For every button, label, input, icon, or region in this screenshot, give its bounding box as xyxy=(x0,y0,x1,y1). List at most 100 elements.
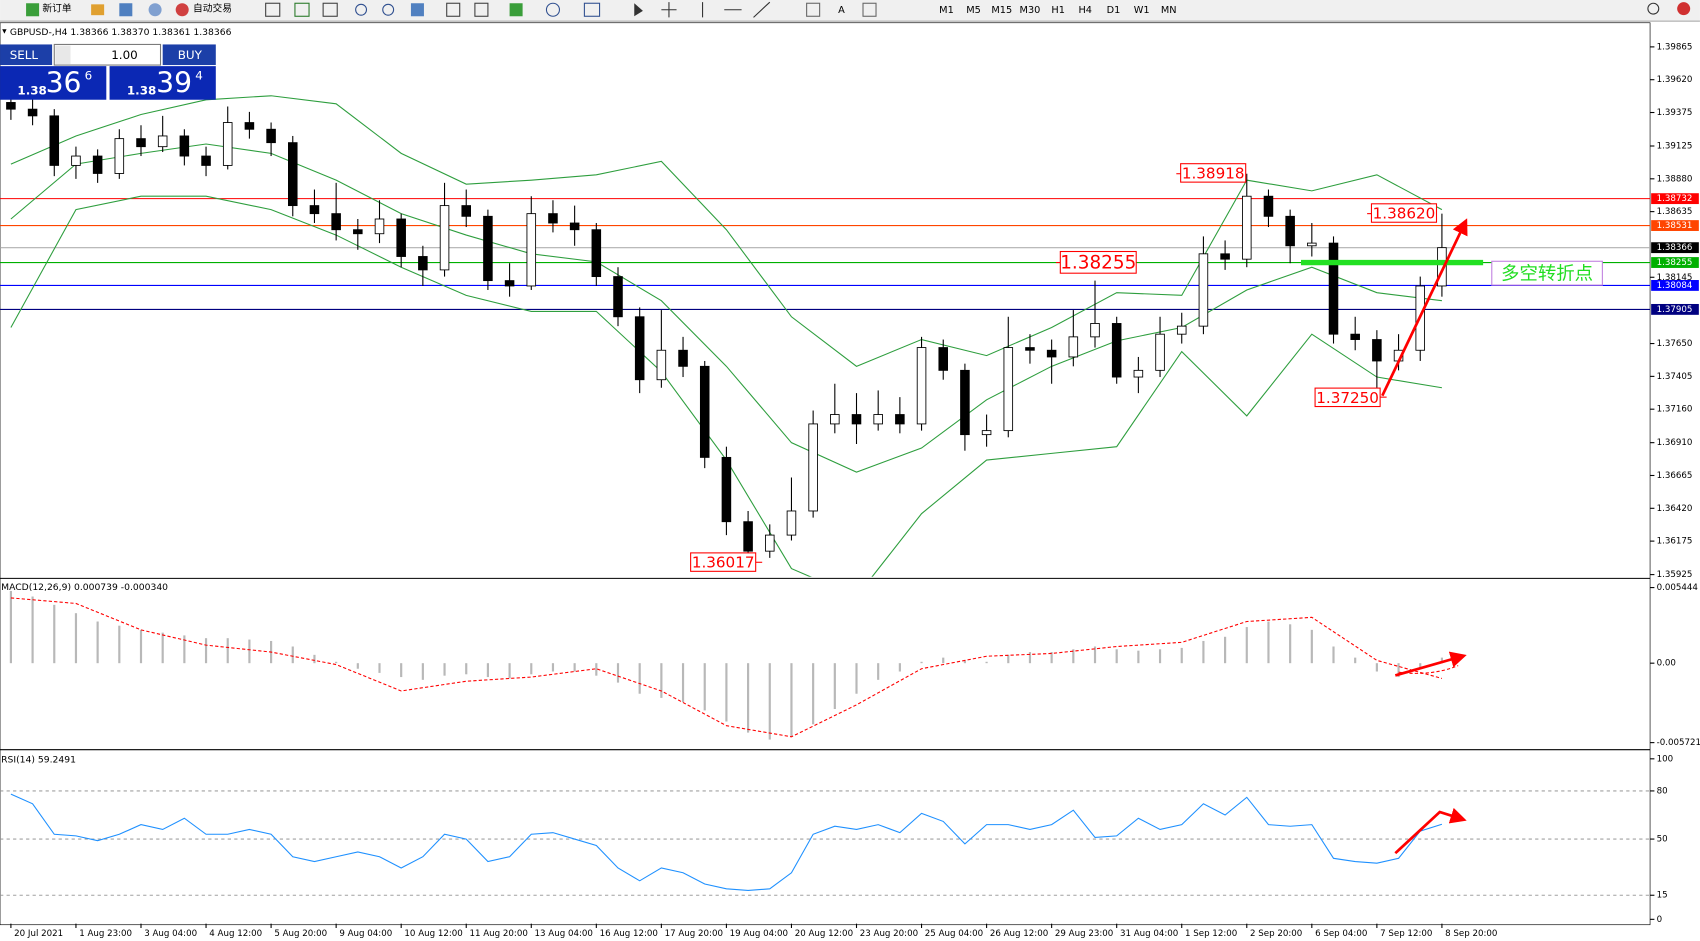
toolbar-icon[interactable] xyxy=(148,3,162,17)
x-tick-label: 11 Aug 20:00 xyxy=(469,929,527,939)
y-tick-label: 1.39125 xyxy=(1657,142,1693,152)
price-level-tag xyxy=(1651,257,1699,268)
macd-bar xyxy=(1332,646,1335,664)
x-tick-label: 3 Aug 04:00 xyxy=(144,929,197,939)
timeframe-button[interactable]: H4 xyxy=(1078,5,1092,16)
toolbar-icon[interactable] xyxy=(446,2,461,17)
cursor-tool[interactable] xyxy=(634,3,643,17)
symbol-header: GBPUSD-,H4 1.38366 1.38370 1.38361 1.383… xyxy=(10,27,232,38)
macd-bar xyxy=(1028,652,1032,664)
macd-bar xyxy=(291,646,294,664)
macd-bar xyxy=(53,604,56,664)
candle-body xyxy=(1046,349,1057,358)
toolbar-icon[interactable] xyxy=(583,2,601,17)
macd-bar xyxy=(1289,624,1292,664)
y-tick-label: 1.36910 xyxy=(1657,438,1693,448)
new-order-button[interactable]: 新订单 xyxy=(42,2,71,15)
macd-bar xyxy=(96,621,99,664)
annotation-label: 1.37250 xyxy=(1316,389,1379,407)
new-order-icon[interactable] xyxy=(26,3,40,17)
y-tick-label: 1.36420 xyxy=(1657,504,1693,514)
macd-bar xyxy=(985,661,988,664)
chart-frame xyxy=(0,22,1651,926)
notification[interactable] xyxy=(1677,2,1691,16)
candle-body xyxy=(721,456,732,523)
macd-bar xyxy=(790,663,793,737)
candle-body xyxy=(222,122,233,166)
timeframe-button[interactable]: M30 xyxy=(1020,5,1041,16)
auto-trading-button[interactable]: 自动交易 xyxy=(193,2,232,15)
toolbar-icon[interactable] xyxy=(91,4,105,16)
macd-bar xyxy=(747,663,750,733)
candle-body xyxy=(1242,195,1252,260)
buy-label[interactable]: BUY xyxy=(178,48,203,62)
x-tick-label: 6 Sep 04:00 xyxy=(1315,929,1367,939)
annotation-box xyxy=(1180,163,1247,183)
sell-label[interactable]: SELL xyxy=(10,48,39,62)
toolbar-icon[interactable] xyxy=(294,2,310,17)
y-tick-label: 1.36175 xyxy=(1657,537,1693,547)
ask-box[interactable] xyxy=(109,66,216,100)
line-tools[interactable] xyxy=(702,1,771,18)
candle-body xyxy=(288,142,298,207)
auto-trading-icon[interactable] xyxy=(175,3,189,17)
macd-bar xyxy=(74,613,78,664)
x-tick-label: 31 Aug 04:00 xyxy=(1120,929,1178,939)
timeframe-button[interactable]: M1 xyxy=(939,5,954,16)
candle-body xyxy=(851,414,862,425)
candle-body xyxy=(895,414,905,425)
x-tick-label: 9 Aug 04:00 xyxy=(339,929,392,939)
toolbar-icon[interactable] xyxy=(474,2,489,17)
crosshair-tool[interactable] xyxy=(661,2,677,18)
buy-button[interactable] xyxy=(162,44,216,66)
lot-spin[interactable] xyxy=(55,45,71,64)
header-marker xyxy=(2,29,7,34)
candle-body xyxy=(613,276,623,318)
macd-bar xyxy=(768,663,771,740)
ask-pips: 39 xyxy=(156,67,192,100)
ask-big: 1.38 xyxy=(127,84,156,98)
zoom-in[interactable] xyxy=(355,3,368,16)
zoom-out[interactable] xyxy=(382,3,395,16)
lot-value[interactable]: 1.00 xyxy=(111,48,138,62)
x-tick-label: 4 Aug 12:00 xyxy=(209,929,262,939)
sell-button[interactable] xyxy=(0,44,53,66)
toolbar-icon[interactable] xyxy=(806,2,821,17)
toolbar-icon[interactable] xyxy=(545,2,561,17)
timeframe-button[interactable]: MN xyxy=(1161,5,1177,16)
toolbar-icon[interactable]: A xyxy=(838,5,845,16)
toolbar-icon[interactable] xyxy=(265,2,281,17)
timeframe-button[interactable]: M15 xyxy=(991,5,1012,16)
toolbar-icon[interactable] xyxy=(322,2,338,17)
candle-body xyxy=(1328,242,1339,335)
timeframe-button[interactable]: D1 xyxy=(1107,5,1121,16)
toolbar-icon[interactable] xyxy=(862,2,877,17)
macd-bar xyxy=(378,663,381,673)
candle-body xyxy=(678,349,688,367)
macd-bar xyxy=(1224,636,1227,664)
toolbar-icon[interactable] xyxy=(119,3,133,17)
macd-bar xyxy=(356,663,359,669)
note-box xyxy=(1491,260,1603,286)
timeframe-button[interactable]: M5 xyxy=(966,5,981,16)
candle-body xyxy=(114,138,125,174)
timeframe-button[interactable]: W1 xyxy=(1134,5,1150,16)
timeframe-button[interactable]: H1 xyxy=(1051,5,1065,16)
candle-body xyxy=(201,155,211,166)
candle-body xyxy=(1285,215,1295,247)
macd-bar xyxy=(31,596,34,664)
candle-body xyxy=(916,347,927,425)
search[interactable] xyxy=(1647,2,1660,15)
toolbar-icon[interactable] xyxy=(410,3,424,17)
toolbar-icon[interactable] xyxy=(509,3,523,17)
candle-body xyxy=(743,521,753,552)
y-tick-label: 1.39375 xyxy=(1657,108,1693,118)
y-tick-label: 15 xyxy=(1657,891,1668,901)
candle-body xyxy=(6,102,16,110)
one-click-trading: SELL 1.00 BUY 1.38 36 6 1.38 39 4 xyxy=(0,43,216,100)
x-tick-label: 8 Sep 20:00 xyxy=(1445,929,1497,939)
lot-input[interactable] xyxy=(53,43,162,66)
candle-body xyxy=(179,135,190,157)
y-tick-label: 1.37160 xyxy=(1657,405,1693,415)
bid-box[interactable] xyxy=(0,66,107,100)
